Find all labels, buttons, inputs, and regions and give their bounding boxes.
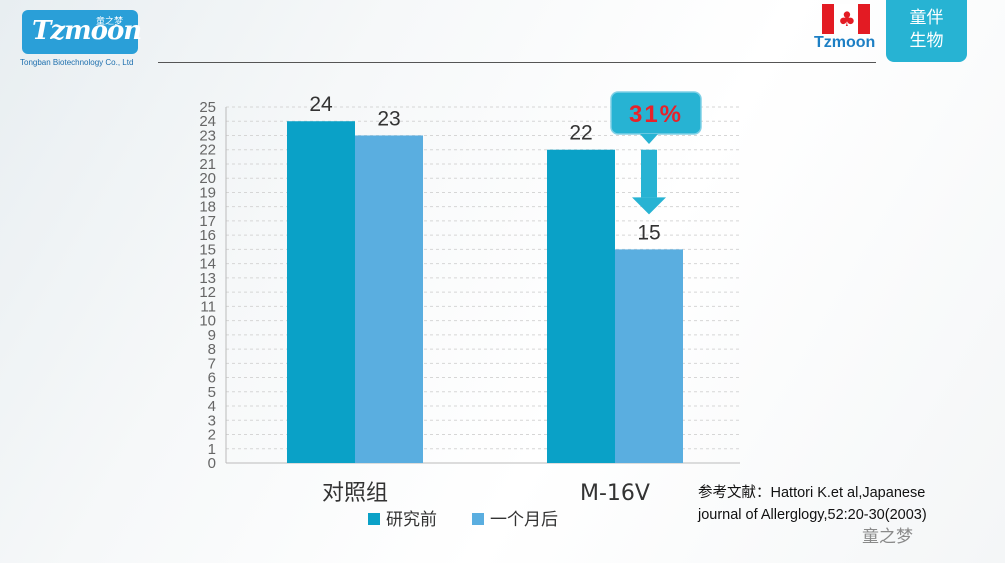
chart-legend: 研究前 一个月后 — [368, 510, 558, 530]
reference-line1: 参考文献：Hattori K.et al,Japanese — [698, 485, 926, 501]
brand-cn-line1: 童伴 — [909, 8, 944, 28]
y-tick-label: 0 — [208, 455, 216, 472]
y-tick-label: 18 — [199, 199, 216, 216]
y-tick-label: 3 — [208, 412, 216, 429]
brand-box: 童伴 生物 — [886, 0, 967, 62]
y-tick-label: 7 — [208, 355, 216, 372]
y-tick-label: 6 — [208, 370, 216, 387]
x-axis: 对照组 M-16V — [322, 481, 650, 506]
y-tick-label: 20 — [199, 170, 216, 187]
data-label: 22 — [569, 122, 592, 145]
y-tick-label: 9 — [208, 327, 216, 344]
y-tick-label: 11 — [200, 298, 216, 315]
y-tick-label: 23 — [199, 127, 216, 144]
legend-swatch — [368, 513, 380, 525]
data-labels: 24 23 22 15 — [309, 93, 660, 244]
y-tick-label: 14 — [199, 256, 216, 273]
logo-text: Tzmoon — [32, 16, 142, 46]
y-tick-label: 17 — [199, 213, 216, 230]
legend-label: 一个月后 — [490, 510, 558, 530]
data-label: 23 — [377, 107, 400, 130]
y-tick-label: 22 — [199, 142, 216, 159]
y-tick-label: 25 — [199, 99, 216, 116]
y-tick-label: 12 — [199, 284, 216, 301]
y-tick-label: 2 — [208, 427, 216, 444]
y-tick-label: 21 — [199, 156, 216, 173]
data-label: 24 — [309, 93, 333, 116]
annotation-text: 31% — [629, 101, 683, 128]
reduction-annotation: 31% — [610, 91, 702, 215]
company-logo: Tzmoon 童之梦 Tongban Biotechnology Co., Lt… — [18, 6, 148, 67]
y-tick-label: 13 — [199, 270, 216, 287]
bar — [355, 135, 423, 464]
x-category-label: M-16V — [580, 481, 650, 506]
logo-badge — [22, 10, 138, 54]
brand-cn-line2: 生物 — [909, 31, 944, 51]
y-tick-label: 1 — [208, 441, 216, 458]
arrow-shaft — [641, 149, 657, 198]
arrow-down-icon — [632, 197, 666, 215]
y-tick-label: 15 — [199, 241, 216, 258]
y-tick-label: 4 — [208, 398, 216, 415]
y-tick-label: 8 — [208, 341, 216, 358]
header-divider — [158, 62, 876, 63]
y-tick-label: 10 — [199, 313, 216, 330]
bar — [547, 149, 615, 463]
canada-flag-icon: ♣ — [822, 4, 870, 34]
annotation-pointer — [640, 134, 658, 144]
data-label: 15 — [637, 221, 660, 244]
watermark: 童之梦 — [862, 527, 913, 547]
y-tick-label: 24 — [199, 113, 216, 130]
y-tick-label: 16 — [199, 227, 216, 244]
bar — [287, 121, 355, 464]
logo-cn-text: 童之梦 — [96, 17, 124, 27]
reference-line2: journal of Allerglogy,52:20-30(2003) — [698, 507, 927, 523]
y-tick-label: 19 — [199, 184, 216, 201]
legend-label: 研究前 — [386, 510, 437, 530]
chart-bars — [287, 121, 683, 464]
legend-swatch — [472, 513, 484, 525]
logo-subtitle: Tongban Biotechnology Co., Ltd — [20, 58, 134, 67]
brand-name: Tzmoon — [814, 34, 876, 51]
x-category-label: 对照组 — [322, 481, 388, 506]
bar — [615, 249, 683, 463]
y-tick-label: 5 — [208, 384, 216, 401]
reference-text: 参考文献：Hattori K.et al,Japanese journal of… — [698, 482, 998, 526]
